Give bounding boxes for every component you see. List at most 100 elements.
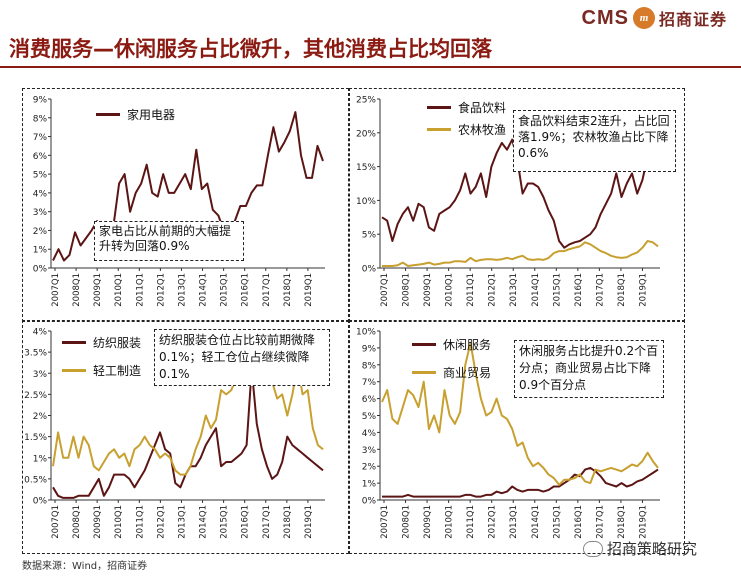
y-tick-label: 0% (33, 265, 48, 275)
legend-chart-4: 休闲服务 商业贸易 (412, 333, 491, 383)
y-tick-label: 8% (362, 361, 377, 371)
x-tick-label: 2019Q1 (638, 505, 648, 539)
legend-label: 农林牧渔 (458, 122, 507, 137)
x-tick-label: 2015Q1 (220, 273, 230, 307)
legend-item: 家用电器 (96, 103, 175, 125)
y-tick-label: 20% (356, 129, 376, 139)
series-line-1 (381, 138, 659, 249)
x-tick-label: 2009Q1 (93, 273, 103, 307)
y-tick-label: 5% (33, 171, 48, 181)
legend-label: 家用电器 (127, 107, 176, 122)
x-tick-label: 2014Q1 (531, 273, 541, 307)
y-tick-label: 8% (33, 114, 48, 124)
x-tick-label: 2012Q1 (488, 505, 498, 539)
x-tick-label: 2009Q1 (423, 273, 433, 307)
y-tick-label: 6% (362, 395, 377, 405)
legend-item: 食品饮料 (427, 96, 506, 118)
y-tick-label: 3% (362, 446, 377, 456)
legend-swatch (427, 127, 451, 131)
title-divider (0, 66, 741, 68)
x-tick-label: 2009Q1 (423, 505, 433, 539)
x-tick-label: 2010Q1 (114, 273, 124, 307)
y-tick-label: 2% (33, 412, 48, 422)
x-tick-label: 2013Q1 (177, 273, 187, 307)
legend-swatch (96, 112, 120, 116)
y-tick-label: 0.5% (24, 475, 47, 485)
y-tick-label: 7% (33, 133, 48, 143)
x-tick-label: 2008Q1 (402, 273, 412, 307)
series-line-1 (382, 466, 659, 498)
x-tick-label: 2010Q1 (445, 273, 455, 307)
y-tick-label: 10% (356, 197, 376, 207)
y-tick-label: 0% (362, 497, 377, 507)
legend-swatch (412, 342, 436, 346)
legend-item: 轻工制造 (62, 359, 141, 381)
x-tick-label: 2019Q1 (638, 273, 648, 307)
y-tick-label: 1.5% (24, 433, 47, 443)
x-tick-label: 2018Q1 (283, 273, 293, 307)
y-tick-label: 4% (33, 328, 48, 338)
x-tick-label: 2012Q1 (488, 273, 498, 307)
brand-logo: CMS m 招商证券 (582, 6, 727, 30)
legend-chart-1: 家用电器 (96, 103, 175, 125)
panel-frame-3 (22, 320, 349, 554)
x-tick-label: 2017Q1 (262, 505, 272, 539)
annotation-chart-4: 休闲服务占比提升0.2个百分点；商业贸易占比下降0.9个百分点 (514, 340, 664, 398)
x-tick-label: 2017Q1 (262, 273, 272, 307)
x-tick-label: 2007Q1 (380, 505, 390, 539)
x-tick-label: 2014Q1 (531, 505, 541, 539)
x-tick-label: 2007Q1 (51, 505, 61, 539)
x-tick-label: 2007Q1 (51, 273, 61, 307)
x-tick-label: 2012Q1 (156, 505, 166, 539)
x-tick-label: 2013Q1 (177, 505, 187, 539)
legend-item: 农林牧渔 (427, 118, 506, 140)
x-tick-label: 2018Q1 (617, 505, 627, 539)
logo-cms-text: CMS (581, 6, 629, 29)
panel-frame-4 (349, 320, 685, 554)
legend-chart-3: 纺织服装 轻工制造 (62, 331, 141, 381)
y-tick-label: 4% (362, 429, 377, 439)
x-tick-label: 2013Q1 (509, 273, 519, 307)
x-tick-label: 2008Q1 (402, 505, 412, 539)
y-tick-label: 1% (33, 246, 48, 256)
page-title: 消费服务—休闲服务占比微升，其他消费占比均回落 (9, 37, 492, 61)
y-tick-label: 2% (362, 463, 377, 473)
watermark-text: 招商策略研究 (607, 540, 698, 558)
y-tick-label: 1% (33, 454, 48, 464)
legend-swatch (412, 370, 436, 374)
y-tick-label: 5% (362, 412, 377, 422)
y-tick-label: 3% (33, 208, 48, 218)
y-tick-label: 2.5% (24, 391, 47, 401)
x-tick-label: 2011Q1 (135, 273, 145, 307)
y-tick-label: 3% (33, 370, 48, 380)
watermark: 招商策略研究 (583, 538, 697, 559)
y-tick-label: 7% (362, 378, 377, 388)
x-tick-label: 2019Q1 (304, 273, 314, 307)
wechat-icon (583, 540, 603, 557)
logo-badge-icon: m (632, 7, 655, 29)
y-tick-label: 5% (362, 231, 377, 241)
y-tick-label: 0% (362, 265, 377, 275)
x-tick-label: 2011Q1 (466, 505, 476, 539)
panel-frame-1 (22, 88, 349, 322)
x-tick-label: 2016Q1 (574, 505, 584, 539)
legend-label: 纺织服装 (93, 335, 142, 350)
legend-swatch (427, 105, 451, 109)
x-tick-label: 2016Q1 (241, 273, 251, 307)
x-tick-label: 2015Q1 (220, 505, 230, 539)
series-line-2 (52, 338, 324, 476)
x-tick-label: 2016Q1 (241, 505, 251, 539)
x-tick-label: 2019Q1 (304, 505, 314, 539)
legend-label: 食品饮料 (458, 100, 507, 115)
x-tick-label: 2016Q1 (574, 273, 584, 307)
legend-swatch (62, 340, 86, 344)
y-tick-label: 1% (362, 480, 377, 490)
x-tick-label: 2018Q1 (617, 273, 627, 307)
x-tick-label: 2013Q1 (509, 505, 519, 539)
x-tick-label: 2014Q1 (199, 273, 209, 307)
legend-item: 休闲服务 (412, 333, 491, 355)
y-tick-label: 9% (33, 96, 48, 106)
legend-label: 商业贸易 (443, 365, 492, 380)
x-tick-label: 2017Q1 (595, 273, 605, 307)
